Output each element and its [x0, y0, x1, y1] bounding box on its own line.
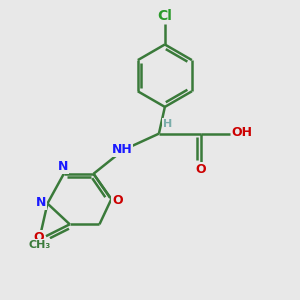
Text: O: O	[33, 231, 44, 244]
Text: Cl: Cl	[158, 9, 172, 23]
Text: NH: NH	[111, 143, 132, 156]
Text: O: O	[112, 194, 123, 207]
Text: OH: OH	[232, 126, 253, 139]
Text: CH₃: CH₃	[29, 239, 51, 250]
Text: H: H	[163, 119, 172, 129]
Text: O: O	[195, 163, 206, 176]
Text: N: N	[58, 160, 68, 173]
Text: N: N	[36, 196, 46, 208]
